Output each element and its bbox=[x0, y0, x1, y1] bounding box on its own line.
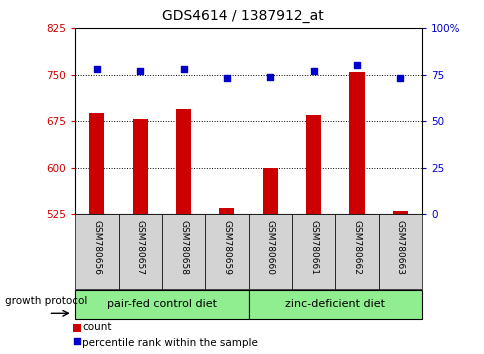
Bar bbox=[248, 290, 421, 319]
Bar bbox=[205, 214, 248, 289]
Text: pair-fed control diet: pair-fed control diet bbox=[106, 299, 216, 309]
Bar bbox=[262, 168, 277, 214]
Point bbox=[352, 63, 360, 68]
Point bbox=[395, 76, 403, 81]
Text: percentile rank within the sample: percentile rank within the sample bbox=[82, 338, 258, 348]
Text: count: count bbox=[82, 322, 112, 332]
Bar bbox=[291, 214, 334, 289]
Bar bbox=[334, 214, 378, 289]
Bar bbox=[75, 214, 118, 289]
Bar bbox=[378, 214, 421, 289]
Point bbox=[179, 67, 187, 72]
Text: growth protocol: growth protocol bbox=[5, 296, 87, 306]
Point bbox=[309, 68, 317, 74]
Text: GSM780661: GSM780661 bbox=[308, 220, 318, 275]
Text: GSM780657: GSM780657 bbox=[136, 220, 144, 275]
Point bbox=[266, 74, 273, 79]
Bar bbox=[132, 119, 148, 214]
Bar bbox=[219, 208, 234, 214]
Text: GSM780660: GSM780660 bbox=[265, 220, 274, 275]
Bar bbox=[305, 115, 320, 214]
Bar bbox=[162, 214, 205, 289]
Text: GSM780662: GSM780662 bbox=[352, 220, 361, 275]
Bar bbox=[392, 211, 407, 214]
Bar bbox=[118, 214, 162, 289]
Point bbox=[136, 68, 144, 74]
Bar bbox=[248, 214, 291, 289]
Text: GSM780663: GSM780663 bbox=[395, 220, 404, 275]
Text: GSM780656: GSM780656 bbox=[92, 220, 101, 275]
Bar bbox=[75, 290, 248, 319]
Bar bbox=[348, 72, 364, 214]
Text: GSM780658: GSM780658 bbox=[179, 220, 188, 275]
Bar bbox=[73, 324, 80, 332]
Point bbox=[93, 67, 101, 72]
Text: GSM780659: GSM780659 bbox=[222, 220, 231, 275]
Bar bbox=[89, 113, 104, 214]
Text: zinc-deficient diet: zinc-deficient diet bbox=[285, 299, 384, 309]
Bar bbox=[176, 109, 191, 214]
Point bbox=[223, 76, 230, 81]
Text: GDS4614 / 1387912_at: GDS4614 / 1387912_at bbox=[161, 9, 323, 23]
